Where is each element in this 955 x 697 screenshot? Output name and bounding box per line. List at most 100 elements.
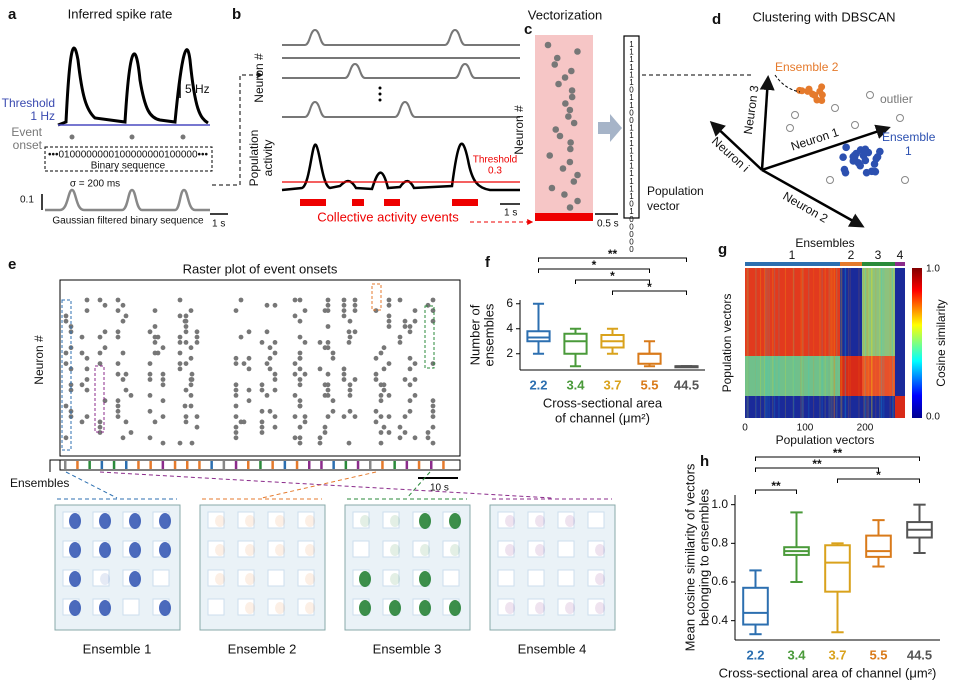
- label: Threshold: [473, 155, 517, 166]
- ensemble2-point: [809, 90, 817, 98]
- circle-shape: [378, 86, 382, 90]
- rect-shape: [745, 268, 840, 356]
- label: Neuron #: [252, 53, 266, 103]
- raster-dot: [381, 424, 387, 430]
- raster-dot: [155, 350, 161, 356]
- chamber: [442, 569, 460, 587]
- rect-shape: [745, 356, 840, 396]
- label: Vectorization: [528, 7, 602, 22]
- panel-label: h: [700, 453, 709, 470]
- chamber: [497, 569, 515, 587]
- x-tick-label: 5.5: [869, 647, 887, 662]
- raster-dot: [102, 329, 108, 335]
- raster-dot: [381, 382, 387, 388]
- raster-dot: [194, 334, 200, 340]
- raster-dot: [347, 318, 353, 324]
- rect-shape: [623, 35, 640, 219]
- y-axis-label: Mean cosine similarity of vectors: [682, 463, 697, 651]
- raster-dot: [194, 424, 200, 430]
- raster-dot: [346, 340, 352, 345]
- vector-dot: [548, 184, 556, 192]
- raster-dot: [84, 355, 90, 361]
- raster-dot: [183, 318, 189, 324]
- heat-stripe: [821, 268, 823, 418]
- chamber: [382, 511, 400, 529]
- cell: [69, 600, 81, 616]
- heat-stripe: [813, 268, 815, 418]
- ensemble-tick: [149, 461, 152, 469]
- label: 200: [857, 423, 874, 434]
- ensemble1-point: [871, 167, 880, 176]
- raster-dot: [102, 345, 108, 351]
- raster-dot: [407, 398, 413, 404]
- raster-dot: [325, 382, 331, 388]
- raster-dot: [386, 324, 392, 329]
- raster-dot: [128, 430, 134, 435]
- raster-dot: [115, 408, 121, 414]
- vector-dot: [570, 178, 578, 185]
- box: [824, 544, 851, 593]
- heat-stripe: [891, 268, 893, 418]
- raster-dot: [264, 393, 270, 398]
- raster-dot: [292, 313, 298, 319]
- cell: [99, 513, 111, 529]
- y-tick-label: 1.0: [711, 497, 728, 511]
- raster-dot: [115, 403, 121, 409]
- cell: [275, 602, 285, 614]
- chamber: [587, 540, 605, 558]
- ensemble-tick: [308, 461, 311, 469]
- vector-dot: [574, 197, 581, 205]
- vector-dot: [566, 106, 574, 114]
- cell: [215, 544, 225, 556]
- raster-dot: [233, 403, 239, 409]
- label: 100: [797, 423, 814, 434]
- label: Population: [647, 184, 704, 198]
- raster-dot: [430, 414, 436, 419]
- raster-dot: [63, 313, 69, 319]
- heat-stripe: [833, 268, 835, 418]
- raster-dot: [259, 430, 265, 435]
- chamber: [527, 540, 545, 558]
- raster-dot: [425, 430, 431, 435]
- heat-stripe: [801, 268, 803, 418]
- heat-stripe: [830, 268, 832, 418]
- raster-dot: [267, 355, 273, 361]
- raster-dot: [347, 387, 353, 393]
- raster-dot: [352, 297, 358, 303]
- raster-dot: [430, 408, 436, 414]
- raster-dot: [407, 366, 413, 372]
- raster-dot: [177, 340, 183, 345]
- path-shape: [45, 188, 210, 212]
- raster-dot: [341, 414, 347, 419]
- label: 0.0: [926, 412, 940, 423]
- raster-dot: [84, 387, 90, 393]
- significance-bracket: [755, 456, 920, 461]
- raster-dot: [412, 393, 418, 398]
- raster-dot: [182, 403, 188, 409]
- label: Binary sequence: [91, 161, 166, 172]
- ensemble1-point: [841, 168, 850, 177]
- rect-shape: [745, 262, 840, 266]
- raster-dot: [325, 371, 331, 377]
- heat-stripe: [768, 268, 770, 418]
- chamber: [122, 598, 140, 616]
- heat-stripe: [764, 268, 766, 418]
- raster-dot: [123, 419, 129, 425]
- raster-dot: [147, 361, 153, 366]
- label: Ensemble 2: [228, 641, 297, 656]
- raster-dot: [430, 318, 436, 324]
- raster-dot: [189, 440, 195, 446]
- x-tick-label: 2.2: [529, 377, 547, 392]
- raster-dot: [386, 393, 392, 398]
- rect-shape: [895, 396, 905, 418]
- raster-dot: [407, 329, 413, 335]
- y-tick-label: 0.4: [711, 613, 728, 627]
- chamber: [527, 598, 545, 616]
- raster-dot: [297, 424, 303, 430]
- raster-dot: [325, 297, 331, 303]
- raster-dot: [341, 297, 347, 303]
- raster-dot: [84, 366, 90, 372]
- line-shape: [709, 120, 763, 171]
- path-shape: [212, 72, 264, 186]
